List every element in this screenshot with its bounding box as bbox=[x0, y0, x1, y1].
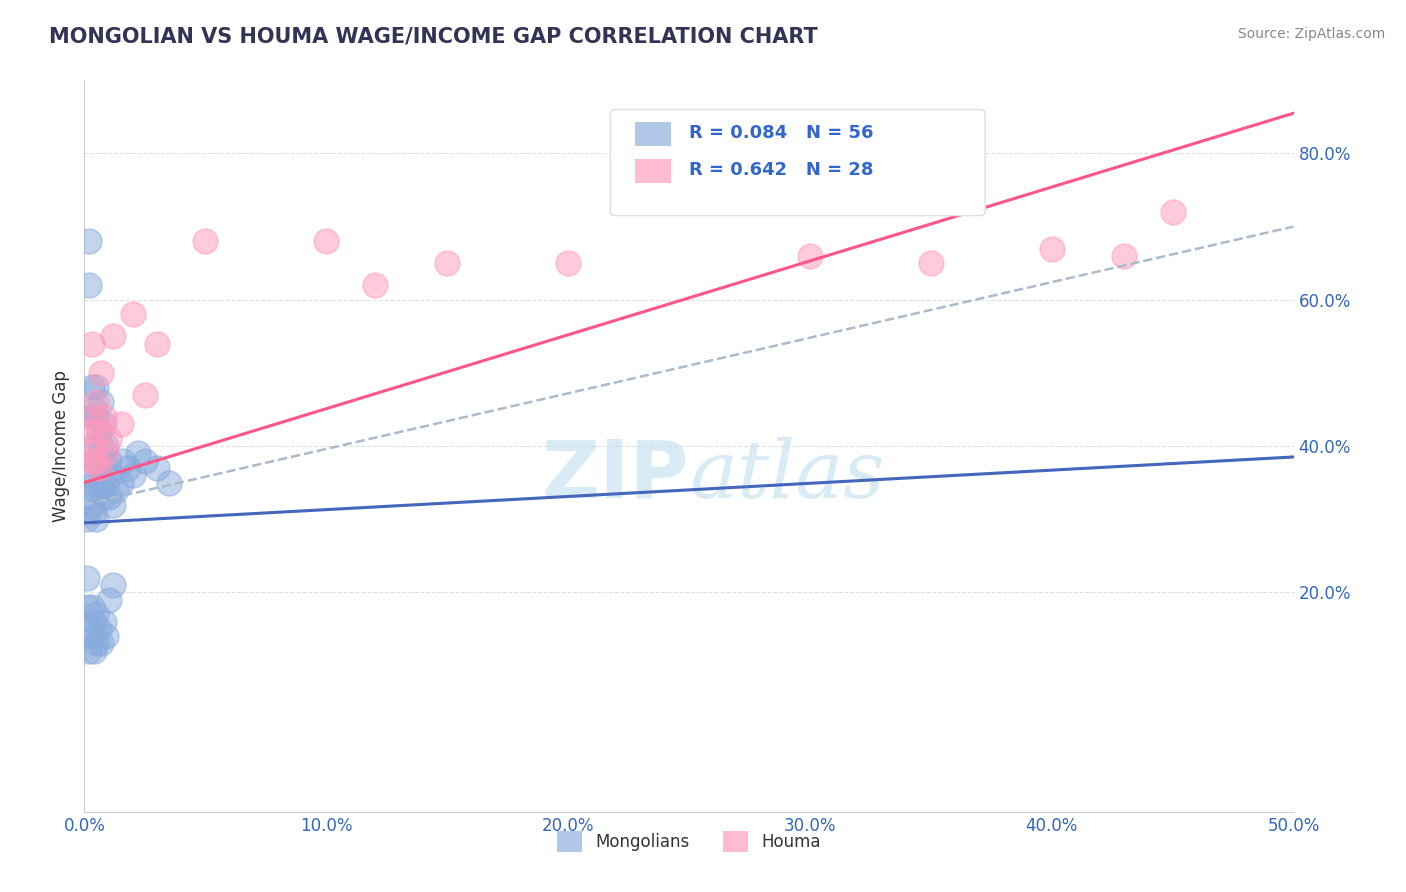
Point bbox=[76, 512, 98, 526]
Text: Source: ZipAtlas.com: Source: ZipAtlas.com bbox=[1237, 27, 1385, 41]
Point bbox=[83, 644, 105, 658]
Point bbox=[110, 475, 132, 490]
Point bbox=[86, 636, 108, 650]
Text: ZIP: ZIP bbox=[541, 436, 689, 515]
Point bbox=[100, 468, 122, 483]
Point bbox=[80, 498, 103, 512]
Point bbox=[77, 644, 100, 658]
Point bbox=[90, 366, 112, 380]
Point bbox=[134, 388, 156, 402]
Point bbox=[157, 475, 180, 490]
Point bbox=[76, 490, 98, 504]
Point bbox=[94, 629, 117, 643]
Point bbox=[87, 425, 110, 439]
Point bbox=[80, 629, 103, 643]
Point bbox=[86, 395, 108, 409]
Point bbox=[90, 439, 112, 453]
Point bbox=[104, 483, 127, 497]
Point bbox=[86, 483, 108, 497]
Point bbox=[80, 380, 103, 394]
Point bbox=[127, 446, 149, 460]
Point bbox=[117, 461, 139, 475]
Point bbox=[80, 453, 103, 467]
Point bbox=[363, 278, 385, 293]
Point bbox=[93, 453, 115, 467]
Point bbox=[83, 402, 105, 417]
Point bbox=[83, 439, 105, 453]
Point bbox=[194, 234, 217, 248]
Point bbox=[799, 249, 821, 263]
Point bbox=[110, 417, 132, 431]
Point bbox=[80, 468, 103, 483]
FancyBboxPatch shape bbox=[634, 122, 671, 146]
Point bbox=[103, 329, 125, 343]
Point bbox=[77, 278, 100, 293]
Point bbox=[86, 453, 108, 467]
Point bbox=[103, 578, 125, 592]
Point bbox=[103, 498, 125, 512]
Point bbox=[87, 461, 110, 475]
Point bbox=[1040, 242, 1063, 256]
Point bbox=[80, 409, 103, 424]
Text: MONGOLIAN VS HOUMA WAGE/INCOME GAP CORRELATION CHART: MONGOLIAN VS HOUMA WAGE/INCOME GAP CORRE… bbox=[49, 27, 818, 46]
Point bbox=[97, 592, 120, 607]
Point bbox=[1161, 205, 1184, 219]
Point bbox=[112, 453, 135, 467]
Point bbox=[80, 336, 103, 351]
Point bbox=[77, 234, 100, 248]
Point bbox=[77, 622, 100, 636]
Point bbox=[557, 256, 579, 270]
Point bbox=[80, 599, 103, 614]
Point bbox=[97, 432, 120, 446]
Point bbox=[83, 505, 105, 519]
Point bbox=[93, 409, 115, 424]
Point bbox=[93, 615, 115, 629]
Point bbox=[83, 409, 105, 424]
Point bbox=[94, 446, 117, 460]
Point bbox=[87, 461, 110, 475]
Point bbox=[436, 256, 458, 270]
Point bbox=[86, 453, 108, 467]
Point bbox=[86, 512, 108, 526]
Point bbox=[97, 490, 120, 504]
Point bbox=[90, 636, 112, 650]
Point bbox=[87, 622, 110, 636]
Point bbox=[90, 395, 112, 409]
Text: R = 0.642   N = 28: R = 0.642 N = 28 bbox=[689, 161, 873, 178]
FancyBboxPatch shape bbox=[610, 110, 986, 216]
Point bbox=[83, 439, 105, 453]
Point bbox=[76, 571, 98, 585]
Point bbox=[87, 425, 110, 439]
Point bbox=[97, 453, 120, 467]
Point bbox=[83, 475, 105, 490]
Point bbox=[121, 468, 143, 483]
Legend: Mongolians, Houma: Mongolians, Houma bbox=[550, 824, 828, 858]
Point bbox=[1114, 249, 1136, 263]
Point bbox=[94, 475, 117, 490]
Text: atlas: atlas bbox=[689, 436, 884, 514]
Point bbox=[77, 425, 100, 439]
Point bbox=[76, 599, 98, 614]
Point bbox=[83, 615, 105, 629]
Point bbox=[93, 417, 115, 431]
Point bbox=[86, 409, 108, 424]
Point bbox=[121, 307, 143, 321]
Point bbox=[90, 475, 112, 490]
Point bbox=[134, 453, 156, 467]
Point bbox=[146, 336, 169, 351]
FancyBboxPatch shape bbox=[634, 159, 671, 183]
Point bbox=[146, 461, 169, 475]
Point bbox=[94, 439, 117, 453]
Text: R = 0.084   N = 56: R = 0.084 N = 56 bbox=[689, 124, 873, 142]
Point bbox=[315, 234, 337, 248]
Point bbox=[86, 380, 108, 394]
Point bbox=[93, 490, 115, 504]
Y-axis label: Wage/Income Gap: Wage/Income Gap bbox=[52, 370, 70, 522]
Point bbox=[920, 256, 942, 270]
Point bbox=[86, 607, 108, 622]
